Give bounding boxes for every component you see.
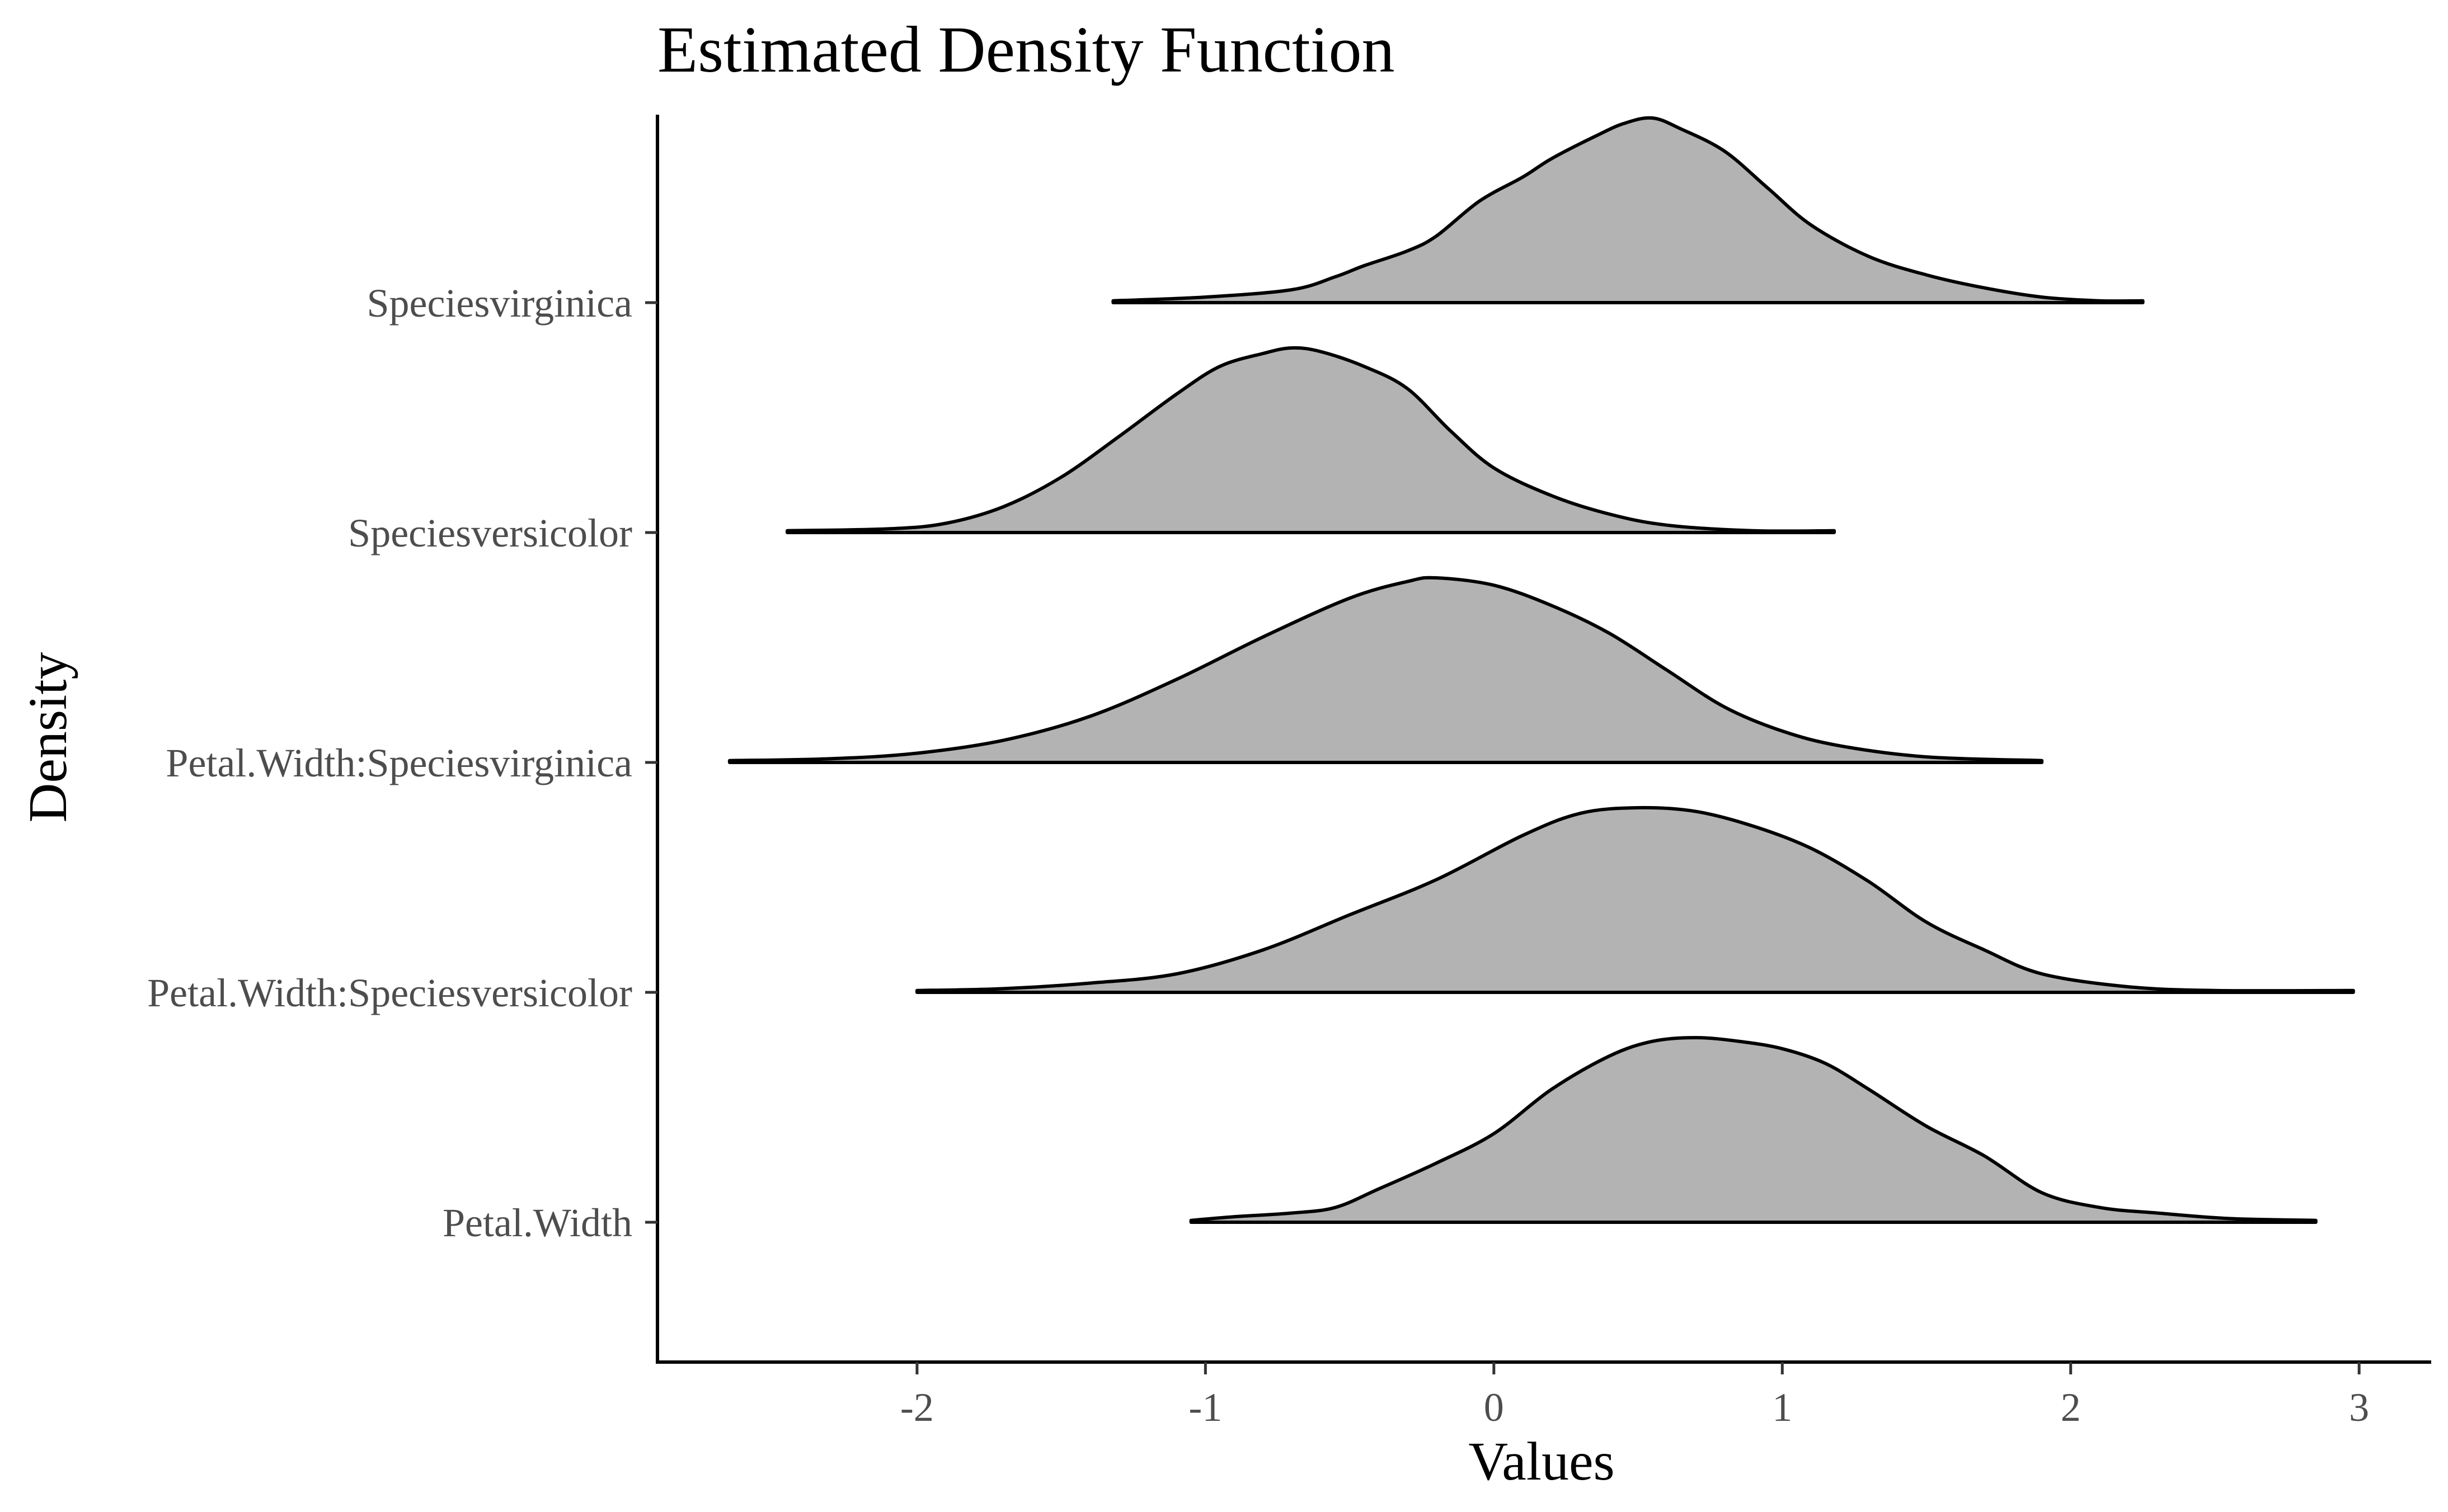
y-axis-title: Density bbox=[18, 652, 78, 823]
density-ridge bbox=[915, 806, 2355, 994]
density-ridge bbox=[1189, 1036, 2318, 1224]
density-ridges bbox=[727, 116, 2355, 1224]
density-ridge bbox=[786, 346, 1836, 534]
x-tick-label: 2 bbox=[2061, 1385, 2081, 1430]
y-category-label: Speciesvirginica bbox=[367, 281, 632, 326]
x-tick-label: -1 bbox=[1188, 1385, 1222, 1430]
density-ridge bbox=[1111, 116, 2145, 304]
x-axis-title: Values bbox=[1468, 1431, 1614, 1492]
x-tick-label: 0 bbox=[1484, 1385, 1504, 1430]
chart-title: Estimated Density Function bbox=[657, 13, 1395, 86]
y-category-label: Petal.Width bbox=[443, 1200, 632, 1245]
y-category-label: Speciesversicolor bbox=[348, 511, 632, 555]
y-category-label: Petal.Width:Speciesvirginica bbox=[166, 741, 632, 785]
y-axis-categories: Petal.Width Petal.Width:Speciesversicolor… bbox=[147, 281, 657, 1245]
y-category-label: Petal.Width:Speciesversicolor bbox=[147, 971, 632, 1015]
x-tick-label: 3 bbox=[2349, 1385, 2369, 1430]
x-tick-label: -2 bbox=[900, 1385, 934, 1430]
x-axis-ticks: -2 -1 0 1 2 3 bbox=[900, 1362, 2369, 1430]
density-ridge bbox=[727, 576, 2044, 764]
x-tick-label: 1 bbox=[1772, 1385, 1792, 1430]
